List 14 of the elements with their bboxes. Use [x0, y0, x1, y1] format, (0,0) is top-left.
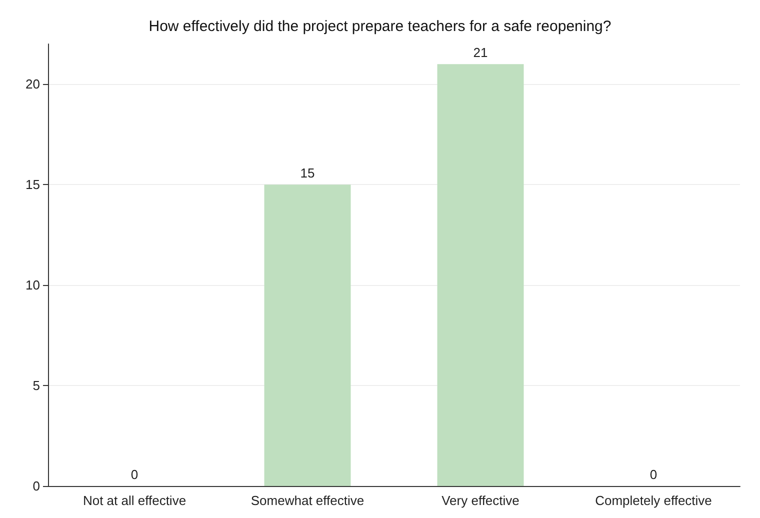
x-tick-label: Completely effective	[595, 493, 712, 508]
x-tick-label: Not at all effective	[82, 493, 186, 508]
x-tick-label: Somewhat effective	[250, 493, 364, 508]
y-tick-label: 0	[32, 478, 40, 494]
data-label: 15	[300, 166, 315, 181]
y-tick-label: 20	[26, 76, 40, 92]
x-tick-label: Very effective	[442, 493, 520, 508]
data-label: 0	[130, 467, 138, 482]
data-label: 21	[473, 45, 488, 60]
chart-title: How effectively did the project prepare teachers for a safe reopening?	[148, 18, 612, 35]
data-label: 0	[650, 467, 658, 482]
y-tick-label: 15	[26, 177, 40, 192]
y-tick-label: 10	[26, 278, 40, 293]
y-tick-label: 5	[32, 378, 40, 394]
